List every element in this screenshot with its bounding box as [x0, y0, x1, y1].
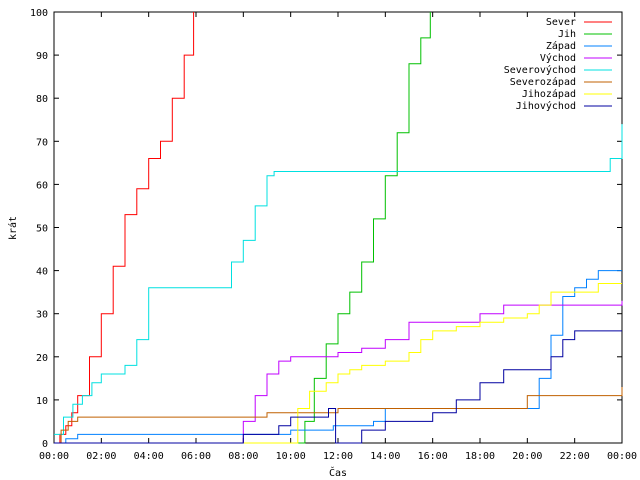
y-tick-label: 50	[36, 224, 48, 235]
legend-label: Západ	[546, 40, 576, 52]
y-axis-label: krát	[7, 216, 19, 240]
x-tick-label: 12:00	[323, 451, 353, 462]
y-tick-label: 70	[36, 137, 48, 148]
x-tick-label: 20:00	[512, 451, 542, 462]
x-axis-label: Čas	[329, 466, 347, 479]
x-tick-label: 16:00	[418, 451, 448, 462]
x-tick-label: 22:00	[560, 451, 590, 462]
x-axis: 00:00 02:00 04:00 06:00 08:00 10:00 12:00 14:00…	[39, 12, 637, 462]
series-line-severozápad	[54, 387, 623, 444]
series-line-východ	[54, 300, 623, 444]
y-tick-label: 90	[36, 51, 48, 62]
series-line-sever	[54, 12, 195, 444]
legend: SeverJihZápadVýchodSeverovýchodSeverozáp…	[504, 17, 612, 112]
x-tick-label: 00:00	[607, 451, 637, 462]
x-tick-label: 06:00	[181, 451, 211, 462]
y-axis: 0 10 20 30 40 50 60 70 80 90 100	[30, 8, 622, 450]
series-lines	[54, 12, 623, 444]
legend-label: Východ	[540, 52, 576, 64]
series-line-jihozápad	[54, 283, 622, 444]
series-line-jihovýchod	[54, 330, 622, 444]
x-tick-label: 00:00	[39, 451, 69, 462]
legend-label: Severozápad	[510, 76, 576, 88]
x-tick-label: 10:00	[276, 451, 306, 462]
y-tick-label: 20	[36, 353, 48, 364]
y-tick-label: 30	[36, 310, 48, 321]
y-tick-label: 0	[42, 439, 48, 450]
y-tick-label: 10	[36, 396, 48, 407]
series-line-severovýchod	[54, 124, 623, 435]
y-tick-label: 60	[36, 180, 48, 191]
x-tick-label: 18:00	[465, 451, 495, 462]
x-tick-label: 02:00	[86, 451, 116, 462]
x-tick-label: 08:00	[228, 451, 258, 462]
legend-label: Jihovýchod	[516, 100, 576, 112]
y-tick-label: 80	[36, 94, 48, 105]
legend-label: Jihozápad	[522, 88, 576, 100]
legend-label: Sever	[546, 17, 576, 28]
x-tick-label: 14:00	[370, 451, 400, 462]
legend-label: Jih	[558, 29, 576, 40]
legend-label: Severovýchod	[504, 64, 576, 76]
y-tick-label: 100	[30, 8, 48, 19]
y-tick-label: 40	[36, 267, 48, 278]
series-line-jih	[54, 12, 431, 444]
x-tick-label: 04:00	[134, 451, 164, 462]
